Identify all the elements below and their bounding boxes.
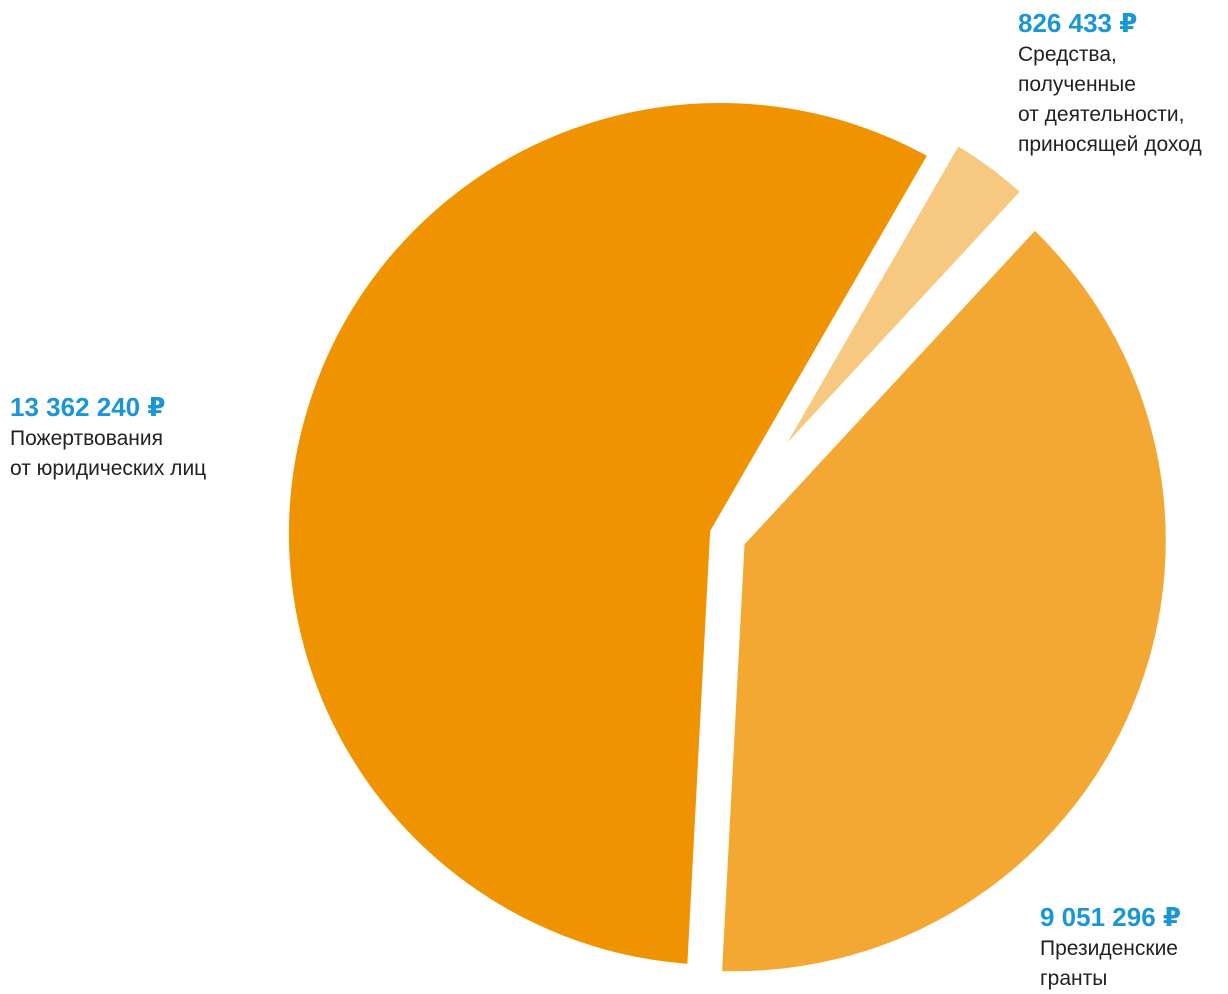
slice-label-income-activity: 826 433 ₽ Средства, полученные от деятел… xyxy=(1018,6,1202,160)
slice-desc-income-activity: Средства, полученные от деятельности, пр… xyxy=(1018,43,1202,156)
pie-slice-presidential-grants xyxy=(701,202,1186,990)
slice-desc-legal-entity-donations: Пожертвования от юридических лиц xyxy=(10,427,207,480)
slice-value-legal-entity-donations: 13 362 240 ₽ xyxy=(10,392,166,422)
pie-slice-legal-entity-donations xyxy=(269,83,955,985)
slice-value-income-activity: 826 433 ₽ xyxy=(1018,8,1138,38)
slice-label-presidential-grants: 9 051 296 ₽ Президенские гранты xyxy=(1040,900,1181,994)
slice-desc-presidential-grants: Президенские гранты xyxy=(1040,937,1178,990)
pie-slice-income-activity xyxy=(725,119,1049,522)
slice-label-legal-entity-donations: 13 362 240 ₽ Пожертвования от юридически… xyxy=(10,390,206,484)
slice-value-presidential-grants: 9 051 296 ₽ xyxy=(1040,902,1181,932)
